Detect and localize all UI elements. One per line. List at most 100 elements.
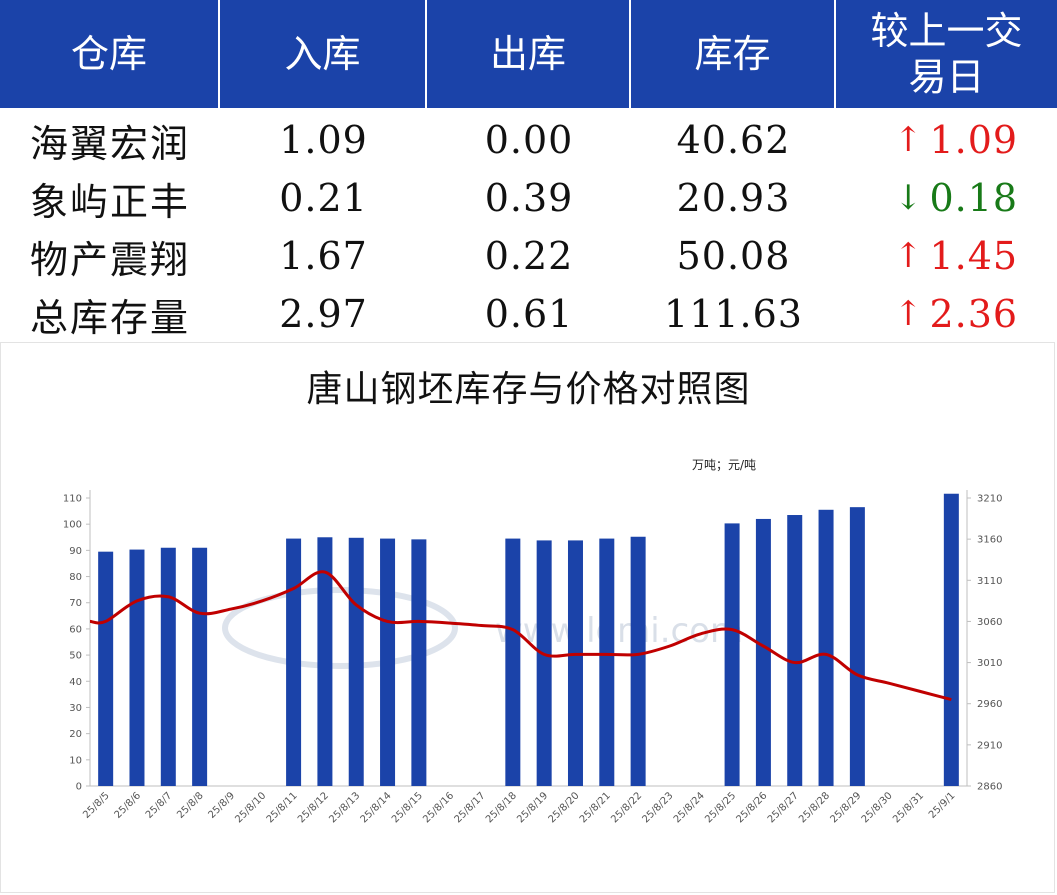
right-tick-label: 2910 bbox=[977, 740, 1002, 751]
x-tick-label: 25/8/16 bbox=[421, 790, 456, 825]
header-label: 出库 bbox=[489, 32, 566, 76]
right-tick-label: 3110 bbox=[977, 576, 1002, 587]
inventory-bar bbox=[317, 537, 333, 786]
price-line bbox=[89, 570, 952, 702]
x-tick-label: 25/8/29 bbox=[828, 790, 863, 825]
header-label: 仓库 bbox=[70, 32, 147, 76]
right-tick-label: 3060 bbox=[977, 617, 1002, 628]
right-tick-label: 3010 bbox=[977, 658, 1002, 669]
change-number: 2.36 bbox=[929, 292, 1019, 336]
warehouse-name: 海翼宏润 bbox=[30, 121, 191, 166]
left-tick-label: 100 bbox=[63, 520, 82, 531]
inventory-bar bbox=[787, 515, 803, 786]
right-tick-label: 2960 bbox=[977, 699, 1002, 710]
left-tick-label: 30 bbox=[69, 703, 82, 714]
x-tick-label: 25/8/26 bbox=[734, 790, 769, 825]
unit-label: 万吨；元/吨 bbox=[692, 458, 756, 472]
header-warehouse: 仓库 bbox=[0, 0, 220, 108]
x-tick-label: 25/8/8 bbox=[175, 790, 206, 821]
inventory-bar bbox=[160, 547, 176, 786]
stock-value: 40.62 bbox=[676, 118, 791, 162]
x-tick-label: 25/8/21 bbox=[578, 790, 613, 825]
watermark-text: www.lgmi.com bbox=[495, 611, 743, 651]
x-tick-label: 25/8/7 bbox=[144, 790, 175, 821]
header-change: 较上一交 易日 bbox=[836, 0, 1057, 108]
change-value: ↓ 0.18 bbox=[836, 169, 1057, 227]
x-tick-label: 25/8/28 bbox=[797, 790, 832, 825]
x-tick-label: 25/8/11 bbox=[265, 790, 300, 825]
x-tick-label: 25/8/5 bbox=[81, 790, 112, 821]
warehouse-name: 象屿正丰 bbox=[30, 179, 191, 224]
right-tick-label: 3160 bbox=[977, 535, 1002, 546]
left-tick-label: 20 bbox=[69, 729, 82, 740]
x-tick-label: 25/8/30 bbox=[860, 790, 895, 825]
left-tick-label: 110 bbox=[63, 494, 82, 505]
inventory-bar bbox=[755, 518, 771, 786]
table-row: 象屿正丰 0.21 0.39 20.93 ↓ 0.18 bbox=[0, 169, 1057, 227]
x-tick-label: 25/8/15 bbox=[390, 790, 425, 825]
warehouse-name: 总库存量 bbox=[30, 295, 191, 340]
table-row: 物产震翔 1.67 0.22 50.08 ↑ 1.45 bbox=[0, 227, 1057, 285]
header-outbound: 出库 bbox=[427, 0, 631, 108]
left-tick-label: 50 bbox=[69, 651, 82, 662]
table-row: 海翼宏润 1.09 0.00 40.62 ↑ 1.09 bbox=[0, 111, 1057, 169]
x-tick-label: 25/8/20 bbox=[547, 790, 582, 825]
x-tick-label: 25/8/9 bbox=[207, 790, 238, 821]
x-tick-label: 25/8/6 bbox=[113, 790, 144, 821]
up-arrow-icon: ↑ bbox=[894, 236, 924, 276]
warehouse-name: 物产震翔 bbox=[30, 237, 191, 282]
up-arrow-icon: ↑ bbox=[894, 294, 924, 334]
x-tick-label: 25/8/23 bbox=[641, 790, 676, 825]
x-tick-label: 25/8/18 bbox=[484, 790, 519, 825]
chart-frame bbox=[0, 342, 1055, 893]
x-tick-label: 25/8/22 bbox=[609, 790, 644, 825]
change-value: ↑ 1.09 bbox=[836, 111, 1057, 169]
inbound-value: 2.97 bbox=[279, 292, 368, 336]
left-tick-label: 80 bbox=[69, 572, 82, 583]
x-tick-label: 25/8/12 bbox=[296, 790, 331, 825]
inventory-bar bbox=[567, 540, 583, 786]
left-tick-label: 10 bbox=[69, 755, 82, 766]
left-tick-label: 0 bbox=[76, 782, 82, 793]
inventory-bar bbox=[505, 538, 521, 786]
x-tick-label: 25/8/25 bbox=[703, 790, 738, 825]
outbound-value: 0.22 bbox=[484, 234, 574, 278]
inventory-bar bbox=[818, 509, 834, 786]
x-tick-label: 25/8/17 bbox=[453, 790, 488, 825]
x-tick-label: 25/8/31 bbox=[891, 790, 926, 825]
change-number: 0.18 bbox=[929, 176, 1019, 220]
left-tick-label: 60 bbox=[69, 624, 82, 635]
inventory-bar bbox=[849, 507, 865, 786]
stock-value: 111.63 bbox=[664, 292, 803, 336]
chart-title: 唐山钢坯库存与价格对照图 bbox=[306, 369, 751, 410]
inventory-bar bbox=[724, 523, 740, 786]
inventory-bar bbox=[286, 538, 302, 786]
x-tick-label: 25/8/14 bbox=[359, 790, 394, 825]
header-label: 库存 bbox=[694, 32, 771, 76]
outbound-value: 0.00 bbox=[484, 118, 574, 162]
inventory-bar bbox=[348, 537, 364, 786]
left-tick-label: 70 bbox=[69, 598, 82, 609]
right-tick-label: 2860 bbox=[977, 782, 1002, 793]
change-value: ↑ 1.45 bbox=[836, 227, 1057, 285]
inventory-bar bbox=[630, 536, 646, 786]
inbound-value: 1.09 bbox=[279, 118, 368, 162]
table-header: 仓库 入库 出库 库存 较上一交 易日 bbox=[0, 0, 1057, 108]
stock-value: 20.93 bbox=[676, 176, 791, 220]
header-label: 入库 bbox=[284, 32, 361, 76]
inventory-bar bbox=[943, 493, 959, 786]
watermark-logo-icon bbox=[222, 587, 458, 669]
x-tick-label: 25/8/24 bbox=[672, 790, 707, 825]
x-tick-label: 25/8/10 bbox=[233, 790, 268, 825]
x-tick-label: 25/8/27 bbox=[766, 790, 801, 825]
inventory-bar bbox=[599, 538, 615, 786]
inventory-bar bbox=[411, 539, 427, 786]
left-tick-label: 40 bbox=[69, 677, 82, 688]
change-number: 1.09 bbox=[929, 118, 1019, 162]
inventory-bar bbox=[129, 549, 145, 786]
inbound-value: 0.21 bbox=[279, 176, 368, 220]
x-tick-label: 25/8/13 bbox=[327, 790, 362, 825]
outbound-value: 0.39 bbox=[484, 176, 574, 220]
inventory-bar bbox=[536, 540, 552, 786]
inbound-value: 1.67 bbox=[279, 234, 368, 278]
